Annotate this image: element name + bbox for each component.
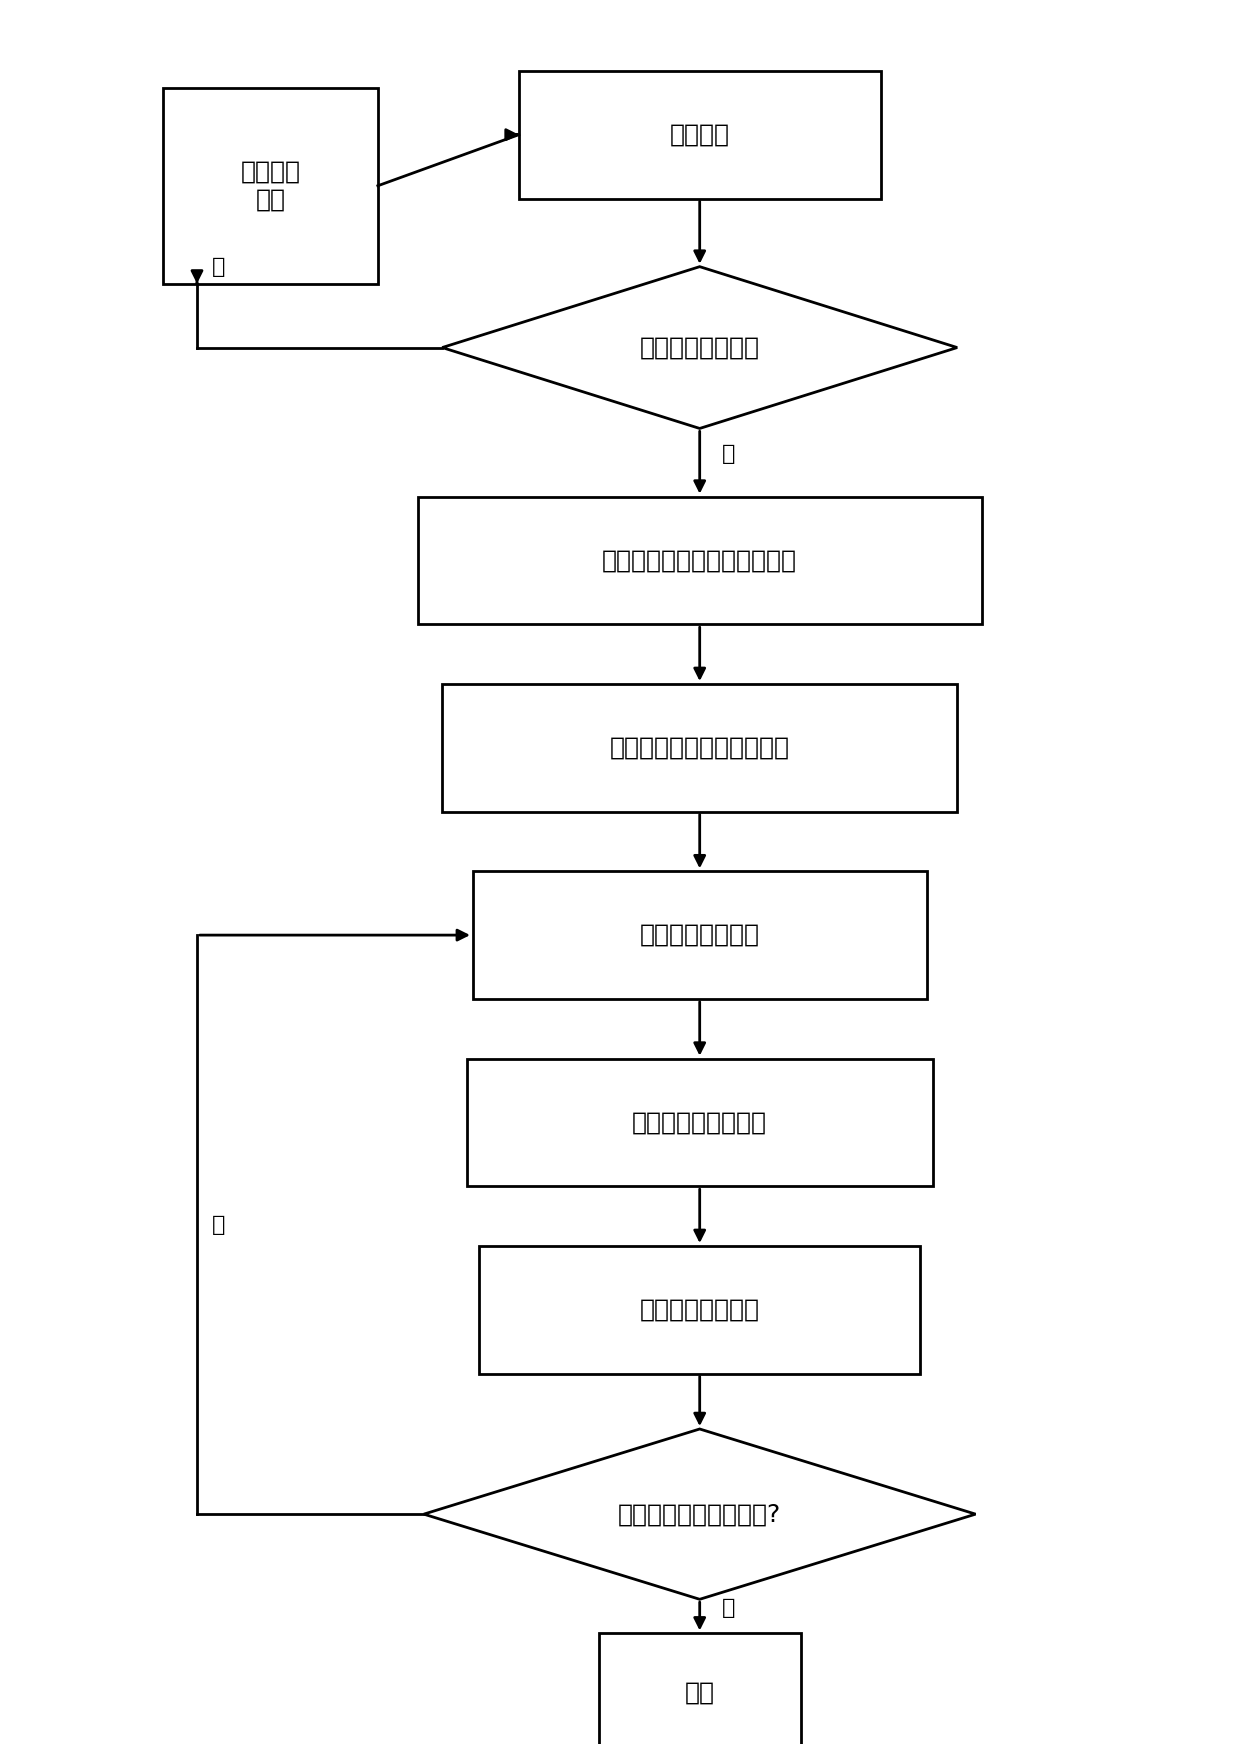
Bar [518,70,880,198]
Text: 细胞识别: 细胞识别 [670,123,729,147]
Text: 产生新的光镊到侵入的细胞上: 产生新的光镊到侵入的细胞上 [603,548,797,573]
Bar [599,1634,801,1751]
Text: 否: 否 [212,1215,226,1234]
Text: 是: 是 [722,1599,735,1618]
Text: 将入侵的细胞移出工作空间: 将入侵的细胞移出工作空间 [610,735,790,760]
Bar [466,1059,932,1187]
Text: 重新分配光镊位置: 重新分配光镊位置 [640,1297,760,1322]
Text: 否: 否 [212,257,226,277]
Bar [164,88,378,284]
Bar [472,872,926,1000]
Polygon shape [424,1429,976,1599]
Text: 是否为侵入细胞？: 是否为侵入细胞？ [640,336,760,359]
Text: 计算细胞期望的位置: 计算细胞期望的位置 [632,1110,768,1135]
Bar [479,1247,920,1373]
Text: 细胞移动配对算法: 细胞移动配对算法 [640,923,760,947]
Text: 是否收敛到期望的位置?: 是否收敛到期望的位置? [618,1502,781,1527]
Text: 结束: 结束 [684,1681,714,1705]
Text: 图像处理
算法: 图像处理 算法 [241,159,300,212]
Polygon shape [443,266,957,429]
Bar [418,497,982,625]
Text: 是: 是 [722,445,735,464]
Bar [443,685,957,812]
